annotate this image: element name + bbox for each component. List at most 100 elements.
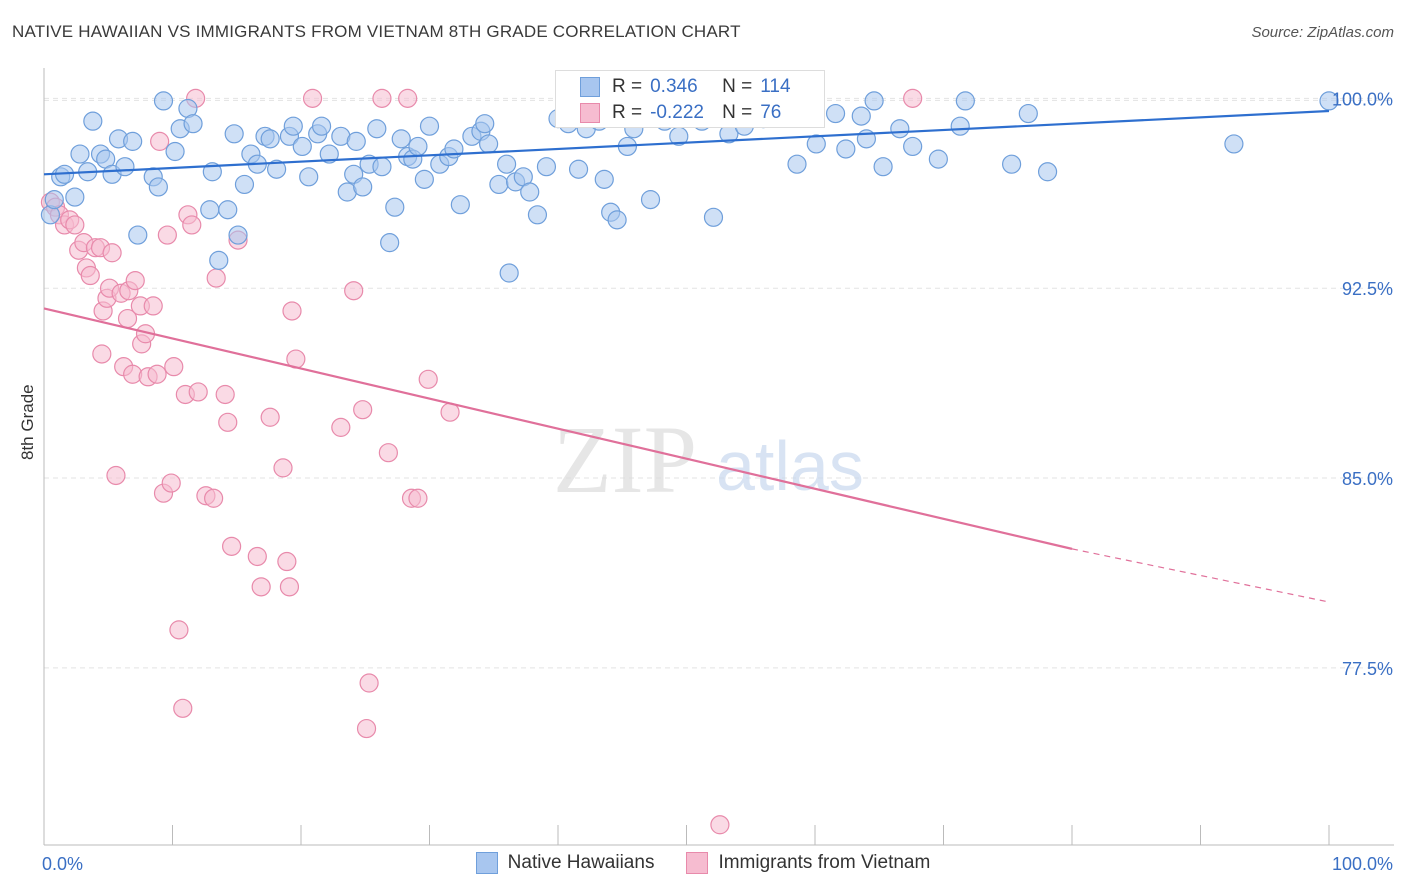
point-immigrants-from-vietnam <box>164 357 184 377</box>
point-native-hawaiians <box>380 233 400 253</box>
point-native-hawaiians <box>950 116 970 136</box>
point-immigrants-from-vietnam <box>247 546 267 567</box>
point-native-hawaiians <box>70 144 90 164</box>
point-immigrants-from-vietnam <box>710 815 730 835</box>
point-immigrants-from-vietnam <box>125 270 145 291</box>
point-immigrants-from-vietnam <box>279 577 300 597</box>
y-tick-label: 77.5% <box>1342 659 1393 679</box>
point-native-hawaiians <box>475 114 495 134</box>
point-immigrants-from-vietnam <box>215 384 235 405</box>
point-immigrants-from-vietnam <box>182 215 202 235</box>
point-native-hawaiians <box>44 190 64 210</box>
point-immigrants-from-vietnam <box>169 620 189 640</box>
legend-swatch-immigrants-from-vietnam <box>686 852 709 874</box>
point-native-hawaiians <box>228 225 248 245</box>
point-native-hawaiians <box>311 116 332 136</box>
point-native-hawaiians <box>873 157 893 177</box>
legend-r-value-pink: -0.222 <box>650 102 704 123</box>
legend-r-value-blue: 0.346 <box>650 76 698 97</box>
point-native-hawaiians <box>385 197 405 217</box>
trend-line-immigrants-from-vietnam <box>43 307 1073 550</box>
point-native-hawaiians <box>806 134 826 154</box>
source-label: Source: ZipAtlas.com <box>1251 24 1394 41</box>
legend-n-value-pink: 76 <box>760 102 782 123</box>
point-immigrants-from-vietnam <box>273 458 293 478</box>
point-native-hawaiians <box>148 177 168 197</box>
point-native-hawaiians <box>499 263 519 283</box>
point-immigrants-from-vietnam <box>65 215 85 235</box>
point-immigrants-from-vietnam <box>173 698 193 718</box>
point-immigrants-from-vietnam <box>398 88 418 108</box>
point-native-hawaiians <box>594 169 614 189</box>
point-native-hawaiians <box>165 141 185 162</box>
point-native-hawaiians <box>607 210 627 230</box>
point-native-hawaiians <box>408 136 428 157</box>
point-immigrants-from-vietnam <box>359 673 379 693</box>
point-native-hawaiians <box>450 195 470 215</box>
y-tick-label: 85.0% <box>1342 469 1393 489</box>
point-native-hawaiians <box>83 111 103 131</box>
point-immigrants-from-vietnam <box>143 296 163 316</box>
point-native-hawaiians <box>353 177 373 197</box>
point-immigrants-from-vietnam <box>353 400 373 420</box>
point-native-hawaiians <box>527 205 548 225</box>
point-native-hawaiians <box>183 114 203 134</box>
point-native-hawaiians <box>640 190 661 210</box>
point-native-hawaiians <box>292 136 312 157</box>
point-native-hawaiians <box>890 119 910 139</box>
point-native-hawaiians <box>1018 103 1038 124</box>
point-native-hawaiians <box>224 124 244 144</box>
point-native-hawaiians <box>115 157 135 177</box>
point-native-hawaiians <box>283 116 303 136</box>
tick-labels: 77.5% 85.0% 92.5% 100.0% 0.0% 100.0% <box>42 89 1393 874</box>
point-native-hawaiians <box>703 207 724 227</box>
trend-line-extension-immigrants-from-vietnam <box>1071 548 1330 603</box>
point-native-hawaiians <box>536 157 557 177</box>
point-native-hawaiians <box>419 116 440 136</box>
legend-label-immigrants-from-vietnam: Immigrants from Vietnam <box>718 852 931 873</box>
x-tick-label: 100.0% <box>1332 854 1393 874</box>
point-native-hawaiians <box>391 129 411 149</box>
point-immigrants-from-vietnam <box>302 88 323 108</box>
point-native-hawaiians <box>787 154 807 174</box>
point-native-hawaiians <box>928 149 948 169</box>
point-immigrants-from-vietnam <box>372 88 392 108</box>
point-native-hawaiians <box>955 91 975 111</box>
point-immigrants-from-vietnam <box>344 281 364 301</box>
point-native-hawaiians <box>520 182 540 202</box>
point-native-hawaiians <box>234 174 255 195</box>
legend-n-label: N = <box>722 102 753 123</box>
point-immigrants-from-vietnam <box>903 88 923 108</box>
point-native-hawaiians <box>1002 154 1022 174</box>
point-immigrants-from-vietnam <box>206 268 226 288</box>
point-native-hawaiians <box>497 154 517 174</box>
point-native-hawaiians <box>299 167 319 187</box>
point-native-hawaiians <box>903 136 923 157</box>
point-native-hawaiians <box>153 91 174 111</box>
point-native-hawaiians <box>123 131 143 151</box>
point-immigrants-from-vietnam <box>80 265 100 286</box>
point-immigrants-from-vietnam <box>408 488 428 508</box>
legend-r-label: R = <box>612 76 643 97</box>
y-axis-label: 8th Grade <box>18 384 37 460</box>
point-native-hawaiians <box>864 91 884 111</box>
legend-n-value-blue: 114 <box>760 76 791 97</box>
point-native-hawaiians <box>489 174 509 195</box>
point-native-hawaiians <box>65 187 85 207</box>
point-immigrants-from-vietnam <box>102 243 122 263</box>
point-immigrants-from-vietnam <box>157 225 177 245</box>
point-immigrants-from-vietnam <box>222 536 242 556</box>
y-tick-label: 92.5% <box>1342 279 1393 299</box>
point-native-hawaiians <box>200 200 220 220</box>
legend-swatch-native-hawaiians <box>475 852 498 874</box>
point-immigrants-from-vietnam <box>378 443 398 463</box>
point-immigrants-from-vietnam <box>331 417 351 437</box>
point-immigrants-from-vietnam <box>260 407 280 427</box>
point-native-hawaiians <box>479 134 499 154</box>
point-immigrants-from-vietnam <box>106 465 126 486</box>
point-native-hawaiians <box>851 106 871 126</box>
watermark: ZIP atlas <box>553 406 864 513</box>
point-immigrants-from-vietnam <box>356 718 377 739</box>
point-native-hawaiians <box>367 119 387 139</box>
